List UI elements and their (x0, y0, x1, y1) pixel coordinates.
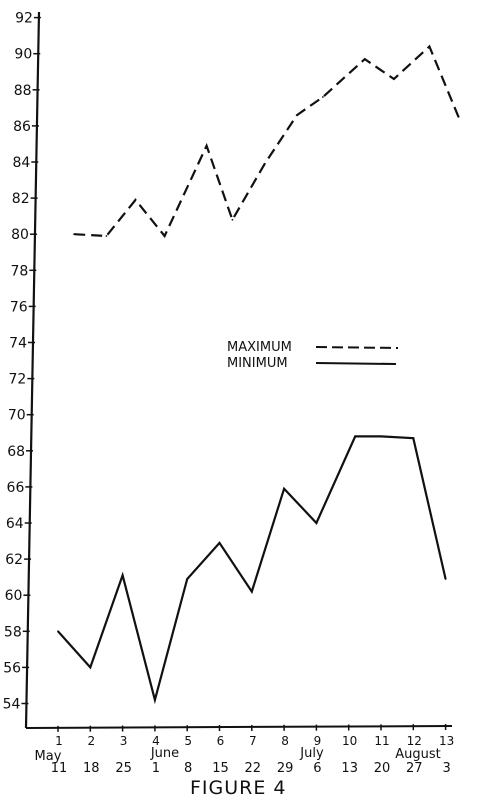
series-layer (57, 44, 460, 705)
y-tick-label: 64 (6, 516, 24, 532)
month-label: June (150, 746, 179, 761)
data-point-maximum (321, 96, 324, 98)
x-date-label: 3 (442, 761, 450, 776)
figure-caption: FIGURE 4 (190, 777, 287, 799)
data-point-minimum (283, 487, 285, 490)
y-tick-label: 56 (3, 660, 21, 676)
x-date-label: 6 (313, 761, 321, 776)
x-tick-label: 1 (55, 734, 63, 748)
month-label: May (35, 749, 62, 764)
x-tick-label: 3 (120, 734, 128, 748)
x-date-label: 8 (184, 761, 192, 776)
x-date-label: 25 (115, 761, 132, 776)
data-point-minimum (218, 541, 221, 544)
y-axis-line (24, 11, 41, 729)
x-date-label: 29 (277, 761, 294, 776)
x-date-label: 20 (374, 761, 391, 776)
data-point-maximum (105, 235, 108, 237)
x-date-label: 13 (341, 761, 358, 776)
y-tick-label: 66 (7, 480, 25, 496)
x-tick-label: 6 (217, 734, 225, 748)
y-tick-label: 76 (10, 299, 28, 315)
legend-max-line (315, 346, 399, 349)
data-point-minimum (57, 630, 59, 633)
data-point-maximum (263, 162, 266, 165)
legend-min-label: MINIMUM (227, 356, 288, 371)
data-point-minimum (315, 522, 318, 524)
data-point-maximum (363, 58, 366, 61)
y-tick-label: 68 (7, 444, 25, 460)
data-point-minimum (354, 435, 357, 438)
x-date-label: 15 (212, 761, 229, 776)
x-date-label: 18 (83, 761, 100, 776)
x-axis: 111218325415861572282996101311201227133M… (25, 724, 454, 776)
x-date-label: 27 (406, 761, 423, 776)
x-tick-label: 12 (407, 734, 422, 748)
data-point-minimum (186, 578, 189, 580)
y-tick-label: 58 (4, 624, 22, 640)
series-line-maximum (74, 44, 460, 239)
data-point-maximum (231, 218, 234, 221)
series-line-minimum (57, 435, 447, 705)
x-tick-label: 10 (342, 734, 357, 748)
data-point-minimum (412, 437, 415, 440)
y-tick-label: 70 (8, 408, 26, 424)
x-date-label: 11 (51, 761, 68, 776)
x-tick-label: 2 (87, 734, 95, 748)
month-label: August (395, 747, 441, 762)
month-label: July (299, 746, 324, 761)
y-tick-label: 90 (14, 47, 32, 63)
y-tick-label: 92 (15, 11, 33, 27)
x-tick-label: 8 (281, 734, 289, 748)
y-tick-label: 84 (12, 155, 30, 171)
data-point-minimum (380, 435, 382, 438)
data-point-maximum (393, 78, 395, 80)
legend-max-label: MAXIMUM (227, 340, 292, 355)
legend-min-line (315, 362, 397, 365)
y-axis: 54 56 58 60 62 64 66 68 70 72 74 76 78 80 82 84 86 88 90 92 (3, 11, 41, 729)
data-point-maximum (205, 144, 208, 147)
data-point-minimum (154, 698, 156, 701)
legend: MAXIMUM MINIMUM (227, 340, 399, 371)
x-tick-label: 5 (184, 734, 192, 748)
data-point-minimum (250, 590, 253, 593)
x-tick-label: 4 (152, 734, 160, 748)
data-point-minimum (121, 574, 124, 577)
x-date-label: 22 (245, 761, 262, 776)
data-point-minimum (89, 666, 92, 669)
y-tick-label: 60 (5, 588, 23, 604)
y-tick-label: 86 (13, 119, 31, 135)
data-point-maximum (134, 199, 137, 201)
x-tick-label: 13 (439, 734, 454, 748)
y-tick-label: 82 (12, 191, 30, 207)
x-tick-label: 9 (314, 734, 322, 748)
x-tick-label: 7 (249, 734, 257, 748)
data-point-maximum (296, 114, 298, 116)
y-tick-label: 54 (3, 697, 21, 713)
y-tick-label: 74 (9, 336, 27, 352)
data-point-maximum (457, 115, 460, 118)
x-date-label: 1 (152, 761, 160, 776)
y-tick-label: 62 (5, 552, 23, 568)
data-point-maximum (73, 233, 76, 236)
y-tick-label: 78 (10, 263, 28, 279)
data-point-maximum (163, 235, 166, 237)
y-tick-label: 88 (14, 83, 32, 99)
y-tick-label: 72 (9, 372, 27, 388)
data-point-minimum (444, 578, 447, 580)
y-tick-label: 80 (11, 227, 29, 243)
x-tick-label: 11 (374, 734, 389, 748)
data-point-maximum (428, 45, 431, 48)
